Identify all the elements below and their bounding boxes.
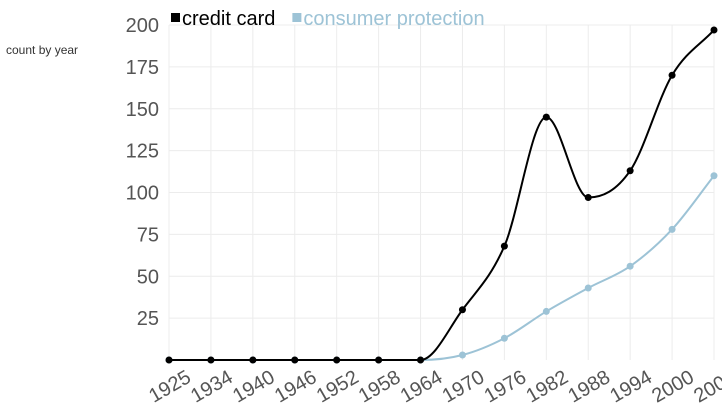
legend-label: consumer protection (303, 8, 484, 30)
x-tick-label: 1964 (397, 366, 447, 407)
data-point-credit-card (500, 242, 508, 250)
data-point-consumer-protection (626, 262, 634, 270)
legend-swatch (171, 13, 180, 22)
series-line-credit-card (169, 29, 715, 361)
grid (168, 24, 715, 360)
x-tick-label: 2000 (648, 366, 698, 407)
data-point-credit-card (249, 356, 257, 364)
y-tick-label: 125 (126, 141, 159, 163)
x-axis: 1925193419401946195219581964197019761982… (145, 366, 722, 407)
y-axis: 25 50 75 100 125 150 175 200 (126, 15, 159, 330)
legend-swatch (292, 13, 302, 22)
y-tick-label: 200 (126, 15, 159, 37)
x-tick-label: 1940 (229, 366, 279, 407)
x-tick-label: 2006 (690, 366, 722, 407)
data-point-credit-card (458, 306, 466, 314)
data-point-credit-card (542, 113, 550, 121)
data-point-credit-card (710, 26, 718, 34)
x-tick-label: 1970 (439, 366, 489, 407)
legend: credit card consumer protection (171, 8, 485, 30)
y-tick-label: 25 (137, 308, 159, 330)
data-point-credit-card (291, 356, 299, 364)
data-point-credit-card (333, 356, 341, 364)
x-tick-label: 1958 (355, 366, 405, 407)
data-point-consumer-protection (542, 307, 550, 315)
x-tick-label: 1934 (187, 366, 237, 407)
y-tick-label: 150 (126, 99, 159, 121)
data-point-credit-card (584, 194, 592, 202)
x-tick-label: 1925 (145, 366, 195, 407)
data-point-consumer-protection (584, 284, 592, 292)
data-point-credit-card (668, 71, 676, 79)
x-tick-label: 1946 (271, 366, 321, 407)
x-tick-label: 1982 (523, 366, 573, 407)
x-tick-label: 1988 (564, 366, 614, 407)
data-point-credit-card (165, 356, 173, 364)
y-axis-label: count by year (6, 43, 78, 57)
data-point-credit-card (375, 356, 383, 364)
data-point-consumer-protection (458, 351, 466, 359)
y-tick-label: 50 (137, 266, 159, 288)
data-point-consumer-protection (668, 225, 676, 233)
x-tick-label: 1952 (313, 366, 363, 407)
x-tick-label: 1994 (606, 366, 656, 407)
data-point-consumer-protection (710, 172, 718, 180)
series-layer (165, 26, 718, 364)
data-point-credit-card (417, 356, 425, 364)
x-tick-label: 1976 (481, 366, 531, 407)
data-point-credit-card (207, 356, 215, 364)
data-point-credit-card (626, 167, 634, 175)
legend-label: credit card (182, 8, 275, 30)
y-tick-label: 100 (126, 183, 159, 205)
data-point-consumer-protection (500, 334, 508, 342)
y-tick-label: 75 (137, 224, 159, 246)
y-tick-label: 175 (126, 57, 159, 79)
